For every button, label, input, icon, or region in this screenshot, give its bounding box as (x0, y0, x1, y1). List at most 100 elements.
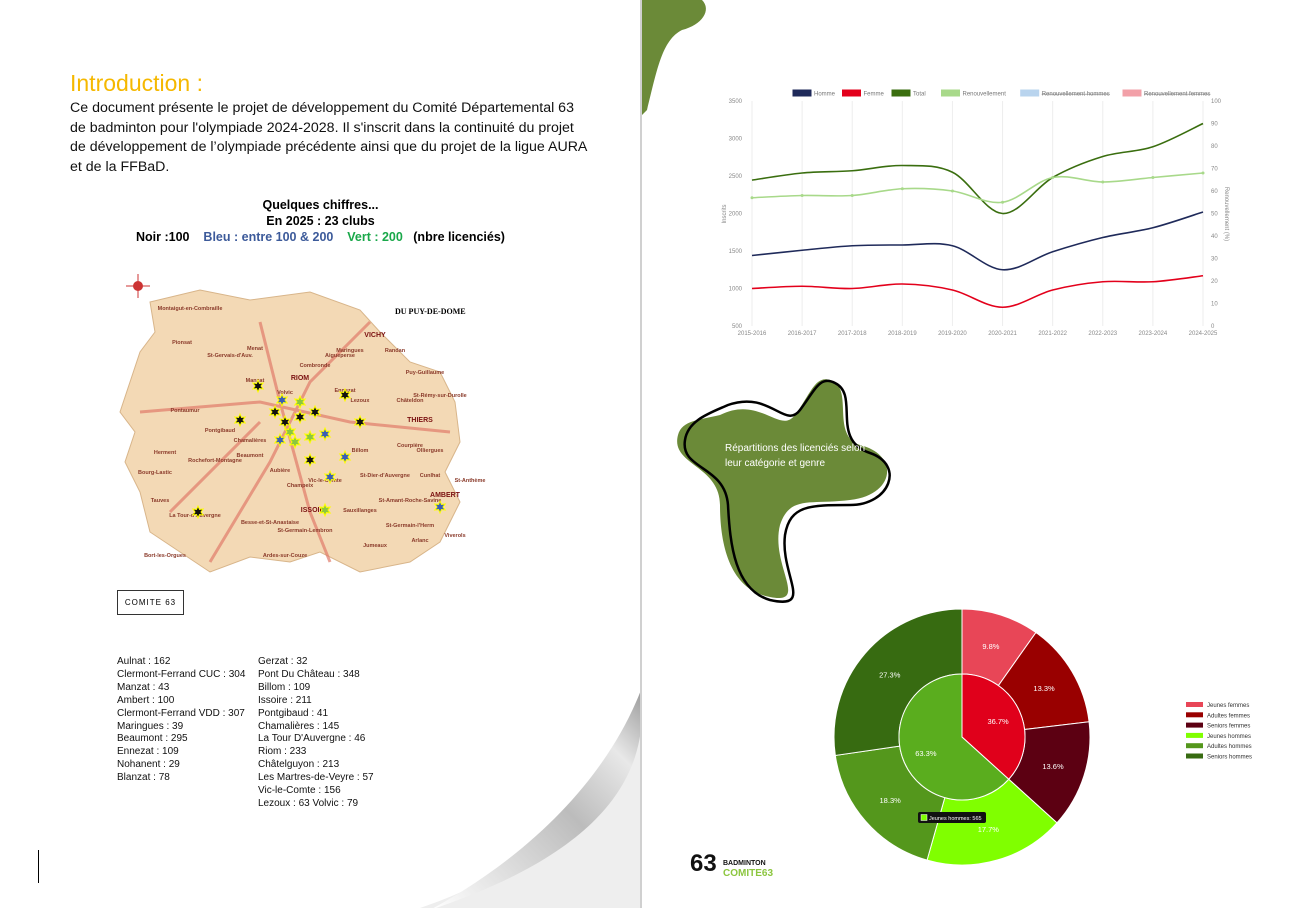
map-town-label: Vic-le-Comte (308, 478, 342, 484)
y2-axis-label: Renouvellement (%) (1223, 187, 1229, 241)
club-entry: Pontgibaud : 41 (258, 707, 329, 719)
map-town-label: St-Amant-Roche-Savine (379, 498, 442, 504)
y2-tick-label: 0 (1211, 324, 1215, 330)
x-tick-label: 2022-2023 (1088, 331, 1117, 337)
map-town-label: Maringues (336, 348, 364, 354)
x-tick-label: 2021-2022 (1038, 331, 1067, 337)
y2-tick-label: 50 (1211, 212, 1218, 218)
club-entry: Nohanent : 29 (117, 759, 180, 771)
slice-label: 9.8% (982, 642, 999, 651)
slice-label: 27.3% (879, 671, 901, 680)
pie-slice-femmes[interactable] (961, 673, 1026, 780)
department-map: DU PUY-DE-DOME RIOM THIERS ISSOIRE AMBERT VI… (119, 274, 485, 573)
legend-item[interactable]: Homme (792, 89, 836, 98)
club-entry: Gerzat : 32 (258, 656, 308, 667)
slice-label: 13.3% (1033, 684, 1055, 693)
legend-label: Jeunes femmes (1207, 703, 1249, 709)
club-star-icon (233, 412, 247, 428)
legend-label: Seniors femmes (1207, 724, 1250, 730)
club-star-icon (283, 424, 297, 440)
map-town-label: Châteldon (397, 398, 425, 404)
pie-chart: 9.8% 13.3% 13.6% 17.7% 18.3% 27.3% 36.7% 63.3% J… (833, 608, 1252, 866)
x-tick-label: 2017-2018 (838, 331, 867, 337)
slice-label: 63.3% (915, 749, 937, 758)
club-star-icon (191, 504, 205, 520)
series-line-total (751, 122, 1204, 215)
map-town-label: Lezoux (351, 398, 371, 404)
legend-label: Total (913, 92, 926, 98)
map-town-label: RIOM (291, 375, 309, 382)
map-town-label: Viverols (444, 533, 465, 539)
slice-label: 18.3% (880, 796, 902, 805)
y-tick-label: 500 (732, 324, 743, 330)
map-town-label: Olliergues (417, 448, 444, 454)
club-entry: Les Martres-de-Veyre : 57 (258, 772, 374, 784)
intro-paragraph: Ce document présente le projet de dévelo… (70, 100, 587, 175)
legend-label: Femme (864, 92, 885, 98)
club-entry: Chamalières : 145 (258, 720, 340, 732)
legend-swatch (792, 89, 812, 97)
club-star-icon (273, 432, 287, 448)
map-town-label: VICHY (364, 332, 386, 339)
section-title: Répartitions des licenciés selon leur ca… (725, 443, 866, 469)
y2-tick-label: 70 (1211, 167, 1218, 173)
club-entry: Manzat : 43 (117, 681, 170, 693)
map-town-label: La Tour-d'Auvergne (169, 513, 221, 519)
data-point (1151, 176, 1155, 179)
map-town-label: Manzat (246, 378, 265, 384)
map-town-label: Jumeaux (363, 543, 388, 549)
club-entry: Aulnat : 162 (117, 656, 171, 667)
color-legend: Noir :100 Bleu : entre 100 & 200 Vert : … (0, 230, 641, 244)
legend-item[interactable]: Total (891, 89, 926, 98)
map-town-label: Sauxillanges (343, 508, 377, 514)
legend-noir: Noir :100 (136, 230, 190, 244)
page-spine (640, 0, 642, 908)
data-point (1101, 180, 1105, 184)
club-star-icon (303, 429, 317, 445)
club-star-icon (338, 449, 352, 465)
legend-swatch (1186, 753, 1203, 759)
map-town-label: Pontgibaud (205, 428, 235, 434)
map-town-label: Chamalières (234, 438, 267, 444)
map-town-label: St-Dier-d'Auvergne (360, 473, 410, 479)
pie-slice-hommes[interactable] (898, 673, 1010, 801)
left-page: Introduction : Ce document présente le p… (0, 0, 643, 910)
y2-tick-label: 80 (1211, 144, 1218, 150)
legend-item[interactable]: Femme (842, 89, 885, 98)
club-entry: Billom : 109 (258, 681, 311, 693)
logo-text-badminton: BADMINTON (723, 860, 766, 867)
text-cursor (38, 850, 39, 883)
legend-note: (nbre licenciés) (413, 230, 505, 244)
legend-item[interactable]: Renouvellement hommes (1020, 89, 1110, 98)
y2-tick-label: 60 (1211, 189, 1218, 195)
map-town-label: Tauves (151, 498, 170, 504)
legend-swatch (941, 89, 960, 97)
club-star-icon (318, 426, 332, 442)
club-star-icon (275, 392, 289, 408)
y-tick-label: 1000 (729, 287, 743, 293)
legend-swatch (1186, 732, 1203, 738)
compass-icon (126, 274, 150, 298)
data-point (950, 189, 954, 193)
clubs-count: En 2025 : 23 clubs (266, 214, 375, 228)
series-line-renouvellement (751, 172, 1204, 204)
club-entry: Lezoux : 63 Volvic : 79 (258, 797, 359, 809)
logo-text-comite: COMITE63 (723, 868, 774, 879)
legend-swatch (1186, 743, 1203, 749)
club-entry: La Tour D'Auvergne : 46 (258, 733, 366, 745)
map-town-label: Cunlhat (420, 473, 441, 479)
club-star-icon (433, 499, 447, 515)
club-entry: Beaumont : 295 (117, 733, 188, 745)
club-entry: Vic-le-Comte : 156 (258, 785, 341, 797)
legend-swatch (1122, 89, 1142, 97)
map-town-label: AMBERT (430, 492, 461, 499)
clubs-list-col2: Gerzat : 32 Pont Du Château : 348 Billom :… (258, 656, 374, 811)
legend-item[interactable]: Renouvellement femmes (1122, 89, 1210, 98)
club-star-icon (318, 502, 332, 518)
legend-label: Adultes hommes (1207, 744, 1252, 750)
legend-swatch (1186, 712, 1203, 718)
map-town-label: Aigueperse (325, 353, 355, 359)
legend-vert: Vert : 200 (347, 230, 403, 244)
legend-item[interactable]: Renouvellement (941, 89, 1007, 98)
legend-label: Adultes femmes (1207, 713, 1250, 719)
